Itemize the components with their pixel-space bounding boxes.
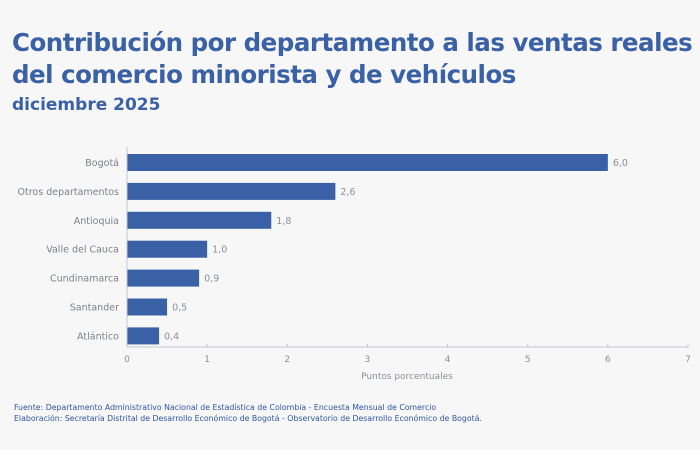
chart-title: Contribución por departamento a las vent…	[12, 28, 693, 89]
bar	[127, 269, 200, 287]
x-tick-label: 3	[365, 355, 371, 365]
chart-subtitle: diciembre 2025	[12, 95, 161, 115]
x-axis-label: Puntos porcentuales	[361, 372, 453, 382]
x-tick-label: 5	[525, 355, 531, 365]
value-label: 6,0	[613, 158, 628, 169]
x-axis: 0 1 2 3 4 5 6 7	[124, 147, 691, 365]
bar	[127, 154, 608, 171]
category-label: Cundinamarca	[50, 274, 119, 285]
category-label: Valle del Cauca	[46, 245, 119, 256]
x-tick-label: 4	[445, 355, 451, 365]
value-label: 0,9	[204, 274, 219, 285]
value-label: 2,6	[340, 187, 355, 198]
category-label: Otros departamentos	[18, 187, 120, 198]
category-label: Antioquia	[74, 216, 119, 227]
bar	[127, 182, 336, 200]
category-label: Atlántico	[77, 331, 119, 342]
bar	[127, 327, 160, 345]
footer: Fuente: Departamento Administrativo Naci…	[14, 402, 482, 424]
category-label: Santander	[70, 303, 119, 314]
x-tick-label: 7	[685, 355, 691, 365]
bar	[127, 298, 168, 316]
value-label: 1,0	[212, 245, 227, 256]
bar	[127, 211, 272, 229]
value-label: 0,5	[172, 303, 187, 314]
value-label: 1,8	[276, 216, 291, 227]
source-note: Fuente: Departamento Administrativo Naci…	[14, 403, 437, 412]
x-tick-label: 1	[204, 355, 210, 365]
category-label: Bogotá	[85, 158, 119, 169]
x-tick-label: 2	[284, 355, 290, 365]
elaboration-note: Elaboración: Secretaría Distrital de Des…	[14, 414, 482, 423]
bars-group: Bogotá 6,0 Otros departamentos 2,6 Antioquia…	[18, 154, 628, 345]
x-tick-label: 6	[605, 355, 611, 365]
value-label: 0,4	[164, 331, 179, 342]
x-tick-label: 0	[124, 355, 130, 365]
bar	[127, 240, 208, 258]
